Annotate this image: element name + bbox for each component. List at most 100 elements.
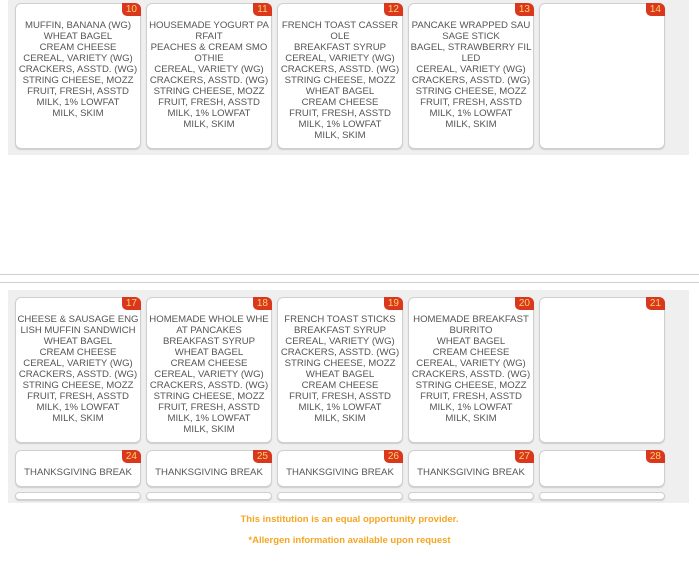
day-number-badge: 11: [253, 3, 272, 16]
menu-item: MILK, 1% LOWFAT: [298, 119, 382, 130]
day-card[interactable]: 25 THANKSGIVING BREAK: [146, 450, 272, 487]
menu-item: MILK, 1% LOWFAT: [429, 402, 513, 413]
day-number-badge: 19: [383, 297, 403, 310]
menu-item: BREAKFAST SYRUP: [293, 42, 387, 53]
empty-day-card: [146, 492, 272, 500]
menu-item: WHEAT BAGEL: [305, 369, 375, 380]
menu-item: THANKSGIVING BREAK: [286, 467, 394, 478]
menu-item: THANKSGIVING BREAK: [155, 467, 263, 478]
menu-items: HOMEMADE WHOLE WHEAT PANCAKES BREAKFAST S…: [147, 298, 271, 435]
day-card[interactable]: 24 THANKSGIVING BREAK: [15, 450, 141, 487]
menu-item: MILK, 1% LOWFAT: [36, 97, 120, 108]
menu-item: CEREAL, VARIETY (WG): [154, 369, 264, 380]
menu-item: HOMEMADE WHOLE WHEAT PANCAKES: [149, 314, 269, 336]
menu-item: BREAKFAST SYRUP: [293, 325, 387, 336]
menu-item: MILK, SKIM: [183, 424, 235, 435]
menu-item: WHEAT BAGEL: [436, 336, 506, 347]
day-card[interactable]: 21: [539, 297, 665, 443]
menu-item: PANCAKE WRAPPED SAUSAGE STICK: [411, 20, 531, 42]
day-number-badge: 12: [383, 3, 403, 16]
menu-item: BAGEL, STRAWBERRY FILLED: [410, 42, 532, 64]
divider: [0, 274, 699, 275]
menu-item: WHEAT BAGEL: [305, 86, 375, 97]
menu-item: MILK, SKIM: [314, 413, 366, 424]
menu-item: MUFFIN, BANANA (WG): [24, 20, 132, 31]
menu-item: STRING CHEESE, MOZZ: [284, 75, 396, 86]
menu-item: MILK, SKIM: [445, 413, 497, 424]
day-card[interactable]: 28: [539, 450, 665, 487]
menu-item: MILK, SKIM: [314, 130, 366, 141]
menu-item: CRACKERS, ASSTD. (WG): [18, 369, 138, 380]
menu-item: MILK, 1% LOWFAT: [429, 108, 513, 119]
day-card[interactable]: 13 PANCAKE WRAPPED SAUSAGE STICK BAGEL, ST…: [408, 3, 534, 149]
day-card[interactable]: 27 THANKSGIVING BREAK: [408, 450, 534, 487]
day-card[interactable]: 12 FRENCH TOAST CASSEROLE BREAKFAST SYRUP C…: [277, 3, 403, 149]
menu-item: HOUSEMADE YOGURT PARFAIT: [149, 20, 269, 42]
menu-item: CEREAL, VARIETY (WG): [23, 53, 133, 64]
week-row: 10 MUFFIN, BANANA (WG) WHEAT BAGEL CREAM CH…: [8, 3, 689, 149]
menu-item: WHEAT BAGEL: [174, 347, 244, 358]
menu-item: STRING CHEESE, MOZZ: [284, 358, 396, 369]
menu-items: PANCAKE WRAPPED SAUSAGE STICK BAGEL, STRA…: [409, 4, 533, 130]
menu-item: MILK, 1% LOWFAT: [167, 108, 251, 119]
menu-item: STRING CHEESE, MOZZ: [22, 380, 134, 391]
menu-item: FRUIT, FRESH, ASSTD: [420, 97, 522, 108]
empty-day-card: [539, 492, 665, 500]
menu-item: CEREAL, VARIETY (WG): [285, 336, 395, 347]
allergen-notice: *Allergen information available upon req…: [248, 535, 451, 546]
menu-item: CREAM CHEESE: [301, 380, 379, 391]
day-card[interactable]: 10 MUFFIN, BANANA (WG) WHEAT BAGEL CREAM CH…: [15, 3, 141, 149]
week-panel-1: 10 MUFFIN, BANANA (WG) WHEAT BAGEL CREAM CH…: [8, 0, 689, 155]
menu-item: CREAM CHEESE: [301, 97, 379, 108]
menu-items: FRENCH TOAST CASSEROLE BREAKFAST SYRUP CER…: [278, 4, 402, 141]
menu-item: THANKSGIVING BREAK: [417, 467, 525, 478]
menu-item: FRUIT, FRESH, ASSTD: [27, 86, 129, 97]
menu-item: CEREAL, VARIETY (WG): [154, 64, 264, 75]
day-number-badge: 25: [252, 450, 272, 463]
day-card[interactable]: 18 HOMEMADE WHOLE WHEAT PANCAKES BREAKFAST…: [146, 297, 272, 443]
week-row: 24 THANKSGIVING BREAK 25 THANKSGIVING BREAK…: [8, 450, 689, 487]
menu-item: CREAM CHEESE: [432, 347, 510, 358]
menu-item: STRING CHEESE, MOZZ: [153, 86, 265, 97]
week-row: 17 CHEESE & SAUSAGE ENGLISH MUFFIN SANDWI…: [8, 297, 689, 443]
menu-item: STRING CHEESE, MOZZ: [415, 86, 527, 97]
day-number-badge: 10: [121, 3, 141, 16]
menu-item: STRING CHEESE, MOZZ: [415, 380, 527, 391]
menu-item: CEREAL, VARIETY (WG): [23, 358, 133, 369]
menu-items: HOMEMADE BREAKFAST BURRITO WHEAT BAGEL CRE…: [409, 298, 533, 424]
menu-items: THANKSGIVING BREAK: [278, 451, 402, 478]
menu-item: FRENCH TOAST STICKS: [284, 314, 396, 325]
menu-item: MILK, 1% LOWFAT: [167, 413, 251, 424]
menu-item: FRUIT, FRESH, ASSTD: [158, 97, 260, 108]
menu-item: CREAM CHEESE: [39, 347, 117, 358]
day-card[interactable]: 17 CHEESE & SAUSAGE ENGLISH MUFFIN SANDWI…: [15, 297, 141, 443]
menu-item: FRUIT, FRESH, ASSTD: [289, 108, 391, 119]
menu-item: THANKSGIVING BREAK: [24, 467, 132, 478]
menu-item: PEACHES & CREAM SMOOTHIE: [150, 42, 268, 64]
menu-item: CRACKERS, ASSTD. (WG): [411, 369, 531, 380]
menu-item: CRACKERS, ASSTD. (WG): [18, 64, 138, 75]
day-number-badge: 18: [252, 297, 272, 310]
menu-item: CRACKERS, ASSTD. (WG): [280, 64, 400, 75]
menu-item: CHEESE & SAUSAGE ENGLISH MUFFIN SANDWICH: [17, 314, 139, 336]
menu-item: BREAKFAST SYRUP: [162, 336, 256, 347]
menu-item: STRING CHEESE, MOZZ: [153, 391, 265, 402]
day-card[interactable]: 20 HOMEMADE BREAKFAST BURRITO WHEAT BAGEL C…: [408, 297, 534, 443]
day-number-badge: 28: [645, 450, 665, 463]
menu-item: MILK, SKIM: [52, 413, 104, 424]
menu-items: FRENCH TOAST STICKS BREAKFAST SYRUP CEREAL…: [278, 298, 402, 424]
day-card[interactable]: 14: [539, 3, 665, 149]
menu-item: CEREAL, VARIETY (WG): [285, 53, 395, 64]
menu-item: CRACKERS, ASSTD. (WG): [411, 75, 531, 86]
day-card[interactable]: 26 THANKSGIVING BREAK: [277, 450, 403, 487]
menu-items: MUFFIN, BANANA (WG) WHEAT BAGEL CREAM CHEE…: [16, 4, 140, 119]
day-card[interactable]: 19 FRENCH TOAST STICKS BREAKFAST SYRUP CERE…: [277, 297, 403, 443]
menu-item: CRACKERS, ASSTD. (WG): [149, 75, 269, 86]
menu-item: CEREAL, VARIETY (WG): [416, 358, 526, 369]
menu-item: FRENCH TOAST CASSEROLE: [281, 20, 399, 42]
day-number-badge: 14: [645, 3, 665, 16]
menu-items: THANKSGIVING BREAK: [409, 451, 533, 478]
day-card[interactable]: 11 HOUSEMADE YOGURT PARFAIT PEACHES & CREA…: [146, 3, 272, 149]
divider: [0, 282, 699, 283]
menu-item: CRACKERS, ASSTD. (WG): [149, 380, 269, 391]
